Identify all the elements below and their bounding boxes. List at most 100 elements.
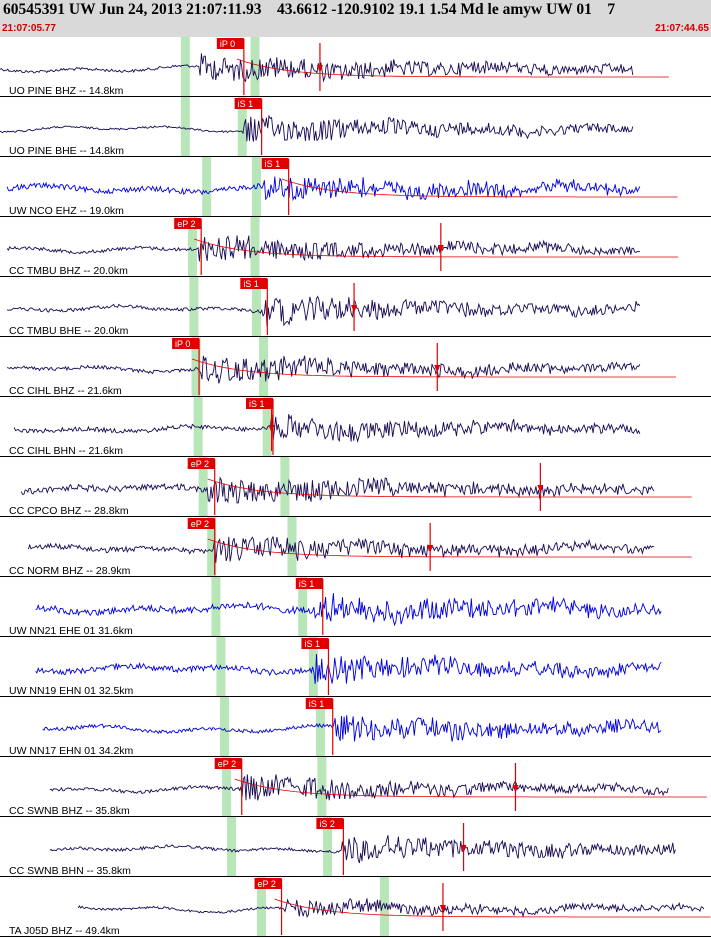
trace-row[interactable]: iS 1 UW NN19 EHN 01 32.5km — [0, 637, 711, 697]
station-label: UW NN17 EHN 01 34.2km — [9, 745, 134, 757]
trace-row[interactable]: iS 2 CC SWNB BHN -- 35.8km — [0, 817, 711, 877]
pick-flag[interactable] — [172, 338, 200, 349]
trace-row[interactable]: eP 2 CC CPCO BHZ -- 28.8km — [0, 457, 711, 517]
pick-label: iS 1 — [249, 399, 265, 409]
pick-flag[interactable] — [187, 458, 215, 469]
pick-flag[interactable] — [216, 38, 244, 49]
trace-row[interactable]: iS 1 UW NN21 EHE 01 31.6km — [0, 577, 711, 637]
station-label: CC CPCO BHZ -- 28.8km — [9, 505, 129, 517]
pick-flag[interactable] — [316, 818, 344, 829]
pick-flag[interactable] — [261, 158, 289, 169]
pick-label: iP 0 — [175, 339, 190, 349]
time-window-marker — [193, 397, 203, 456]
marker-arrow — [351, 305, 358, 313]
coda-curve — [207, 478, 692, 498]
marker-arrow — [437, 245, 444, 253]
waveform — [35, 653, 662, 684]
pick-flag[interactable] — [187, 518, 215, 529]
pick-label: eP 2 — [258, 879, 276, 889]
pick-label: iS 1 — [243, 279, 259, 289]
waveform — [0, 114, 634, 142]
waveform — [6, 355, 641, 384]
pick-label: iS 1 — [309, 699, 325, 709]
time-window-marker — [251, 157, 261, 216]
event-title: 60545391 UW Jun 24, 2013 21:07:11.93 43.… — [3, 1, 616, 18]
pick-flag[interactable] — [246, 398, 274, 409]
time-window-marker — [251, 277, 261, 336]
station-label: UO PINE BHE -- 14.8km — [9, 145, 124, 157]
waveform — [6, 235, 641, 262]
station-label: UW NN19 EHN 01 32.5km — [9, 685, 134, 697]
time-window-marker — [189, 277, 199, 336]
time-window-marker — [219, 697, 229, 756]
pick-flag[interactable] — [234, 98, 262, 109]
time-window-marker — [298, 577, 308, 636]
time-window-marker — [323, 817, 333, 876]
pick-label: iS 1 — [238, 99, 254, 109]
trace-row[interactable]: iS 1 CC TMBU BHE -- 20.0km — [0, 277, 711, 337]
marker-arrow — [537, 485, 544, 493]
station-label: TA J05D BHZ -- 49.4km — [9, 925, 120, 937]
trace-row[interactable]: iS 1 UW NCO EHZ -- 19.0km — [0, 157, 711, 217]
station-label: CC NORM BHZ -- 28.9km — [9, 565, 131, 577]
pick-label: eP 2 — [177, 219, 195, 229]
coda-curve — [207, 538, 692, 558]
pick-label: iS 2 — [319, 819, 335, 829]
station-label: CC CIHL BHN -- 21.6km — [9, 445, 123, 457]
time-window-marker — [237, 97, 247, 156]
time-window-marker — [250, 217, 260, 276]
pick-flag[interactable] — [214, 758, 242, 769]
pick-label: eP 2 — [191, 459, 209, 469]
trace-row[interactable]: iS 1 CC CIHL BHN -- 21.6km — [0, 397, 711, 457]
time-window-marker — [262, 397, 272, 456]
time-window-marker — [207, 517, 217, 576]
pick-label: iS 1 — [299, 579, 315, 589]
coda-curve — [274, 898, 711, 918]
station-label: CC CIHL BHZ -- 21.6km — [9, 385, 122, 397]
station-label: CC SWNB BHN -- 35.8km — [9, 865, 131, 877]
pick-label: eP 2 — [191, 519, 209, 529]
trace-row[interactable]: iP 0 UO PINE BHZ -- 14.8km — [0, 37, 711, 97]
trace-row[interactable]: eP 2 CC NORM BHZ -- 28.9km — [0, 517, 711, 577]
pick-flag[interactable] — [174, 218, 202, 229]
station-label: UW NCO EHZ -- 19.0km — [9, 205, 124, 217]
waveform — [13, 414, 641, 443]
waveform — [6, 176, 641, 202]
pick-flag[interactable] — [295, 578, 323, 589]
marker-arrow — [460, 845, 467, 853]
marker-arrow — [427, 545, 434, 553]
time-window-marker — [191, 337, 201, 396]
trace-row[interactable]: iP 0 CC CIHL BHZ -- 21.6km — [0, 337, 711, 397]
pick-flag[interactable] — [301, 638, 329, 649]
pick-flag[interactable] — [254, 878, 282, 889]
pick-label: iS 1 — [265, 159, 281, 169]
pick-label: iP 0 — [220, 39, 235, 49]
time-window-marker — [198, 457, 208, 516]
coda-curve — [236, 58, 669, 78]
time-window-marker — [250, 37, 260, 96]
waveform — [49, 835, 676, 864]
pick-flag[interactable] — [240, 278, 268, 289]
trace-row[interactable]: eP 2 CC SWNB BHZ -- 35.8km — [0, 757, 711, 817]
waveform — [20, 476, 655, 504]
waveform — [77, 898, 705, 919]
trace-row[interactable]: eP 2 TA J05D BHZ -- 49.4km — [0, 877, 711, 937]
trace-row[interactable]: iS 1 UW NN17 EHN 01 34.2km — [0, 697, 711, 757]
start-time-label: 21:07:05.77 — [2, 23, 56, 34]
time-window-marker — [211, 577, 221, 636]
coda-curve — [194, 238, 679, 258]
trace-row[interactable]: iS 1 UO PINE BHE -- 14.8km — [0, 97, 711, 157]
trace-row[interactable]: eP 2 CC TMBU BHZ -- 20.0km — [0, 217, 711, 277]
seismogram-panel[interactable]: iP 0 UO PINE BHZ -- 14.8km iS 1 UO PINE BHE… — [0, 37, 711, 938]
pick-label: eP 2 — [218, 759, 236, 769]
pick-label: iS 1 — [304, 639, 320, 649]
time-window-marker — [180, 37, 190, 96]
waveform — [6, 295, 641, 327]
pick-flag[interactable] — [305, 698, 333, 709]
time-window-marker — [280, 457, 290, 516]
time-window-marker — [180, 97, 190, 156]
station-label: UO PINE BHZ -- 14.8km — [9, 85, 124, 97]
time-window-marker — [227, 817, 237, 876]
waveform — [42, 715, 662, 742]
marker-arrow — [439, 905, 446, 913]
